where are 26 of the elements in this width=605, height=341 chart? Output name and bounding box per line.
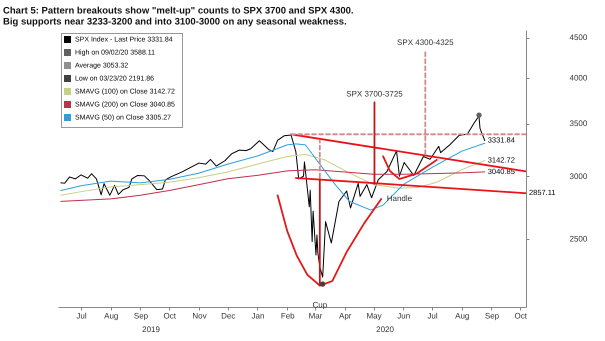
x-tick-label: Sep <box>484 312 500 320</box>
x-tick-label: May <box>366 312 382 320</box>
x-tick-label: Oct <box>514 312 528 320</box>
y-tick-label: 2500 <box>570 234 588 244</box>
x-tick-label: Sep <box>134 312 149 320</box>
annotation: SPX 4300-4325 <box>397 38 454 48</box>
x-tick-label: Oct <box>164 312 177 320</box>
text: 2019 <box>142 325 160 334</box>
x-tick-label: Apr <box>339 312 352 320</box>
y-tick-label: 3000 <box>570 172 588 181</box>
x-tick-label: Dec <box>221 312 236 320</box>
chart-title: Chart 5: Pattern breakouts show "melt-up" counts to SPX 3700 and SPX 4300. Big supports near 3233-3200 and into 3100-3000 on any seasonal weakness. <box>3 6 354 28</box>
x-tick-label: Feb <box>280 312 296 320</box>
x-tick-label: Mar <box>308 312 323 320</box>
x-tick-label: Nov <box>192 312 207 320</box>
y-tick-label: 3500 <box>570 119 588 128</box>
annotation: SPX 3700-3725 <box>346 89 404 98</box>
y-tick-label: 4000 <box>570 73 588 82</box>
x-tick-label: Jan <box>252 312 264 320</box>
x-tick-label: Aug <box>104 312 118 320</box>
text: 2020 <box>376 325 394 334</box>
y-tick-label: 4500 <box>570 33 588 42</box>
x-tick-label: Jul <box>427 312 438 320</box>
x-tick-label: Aug <box>455 312 470 320</box>
x-tick-label: Jul <box>76 312 87 320</box>
x-tick-label: Jun <box>397 312 410 320</box>
